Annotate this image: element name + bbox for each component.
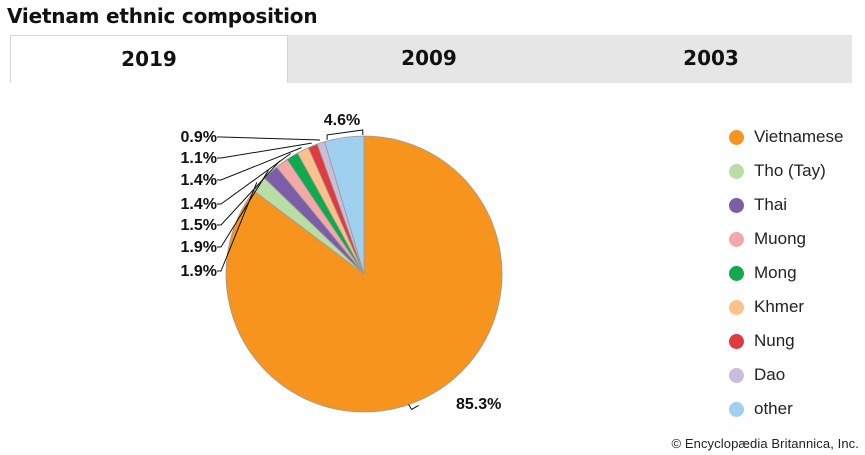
legend-label: Vietnamese (754, 127, 844, 146)
legend-item-mong[interactable]: Mong (729, 263, 797, 283)
leader-line (217, 170, 269, 248)
leader-line (217, 182, 258, 272)
legend-swatch (729, 197, 744, 213)
legend-label: Tho (Tay) (754, 161, 826, 180)
tab-2003[interactable]: 2003 (683, 46, 739, 70)
year-tabs: 2019 2009 2003 (10, 35, 852, 83)
legend-swatch (729, 231, 744, 247)
data-label-khmer: 1.4% (181, 172, 217, 189)
legend-label: Muong (754, 229, 806, 248)
data-label-tho-tay: 1.9% (181, 263, 217, 280)
pie-slice-other[interactable] (324, 135, 365, 275)
data-label-vietnamese: 85.3% (456, 396, 501, 413)
legend-item-khmer[interactable]: Khmer (729, 297, 804, 317)
data-label-dao: 0.9% (181, 129, 217, 146)
legend-swatch (729, 299, 744, 315)
legend-label: other (754, 399, 793, 418)
legend-swatch (729, 265, 744, 281)
legend-swatch (729, 129, 744, 145)
leader-line (217, 136, 321, 141)
legend-item-nung[interactable]: Nung (729, 331, 795, 351)
legend-item-muong[interactable]: Muong (729, 229, 806, 249)
leader-line (217, 147, 302, 181)
data-label-nung: 1.1% (181, 150, 217, 167)
data-label-thai: 1.9% (181, 239, 217, 256)
pie-slice-vietnamese[interactable] (225, 135, 503, 413)
legend-label: Dao (754, 365, 786, 384)
legend-item-other[interactable]: other (729, 399, 793, 419)
label-bracket (408, 404, 419, 411)
leader-line (217, 153, 291, 205)
data-label-mong: 1.4% (181, 196, 217, 213)
legend-item-thai[interactable]: Thai (729, 195, 787, 215)
legend-label: Khmer (754, 297, 805, 316)
legend-swatch (729, 401, 744, 417)
leader-line (217, 160, 281, 226)
legend-label: Mong (754, 263, 797, 282)
legend-item-tho-tay[interactable]: Tho (Tay) (729, 161, 826, 181)
legend-swatch (729, 367, 744, 383)
chart-title: Vietnam ethnic composition (7, 4, 318, 28)
tab-2019[interactable]: 2019 (10, 35, 288, 83)
data-label-other: 4.6% (324, 112, 360, 129)
legend-swatch (729, 333, 744, 349)
legend-label: Nung (754, 331, 795, 350)
legend-item-vietnamese[interactable]: Vietnamese (729, 127, 843, 147)
leader-line (217, 142, 312, 159)
label-bracket (326, 129, 364, 140)
legend-swatch (729, 163, 744, 179)
data-label-muong: 1.5% (181, 217, 217, 234)
tab-2009[interactable]: 2009 (401, 46, 457, 70)
legend-label: Thai (754, 195, 788, 214)
legend-item-dao[interactable]: Dao (729, 365, 785, 385)
copyright-notice: © Encyclopædia Britannica, Inc. (671, 436, 859, 451)
